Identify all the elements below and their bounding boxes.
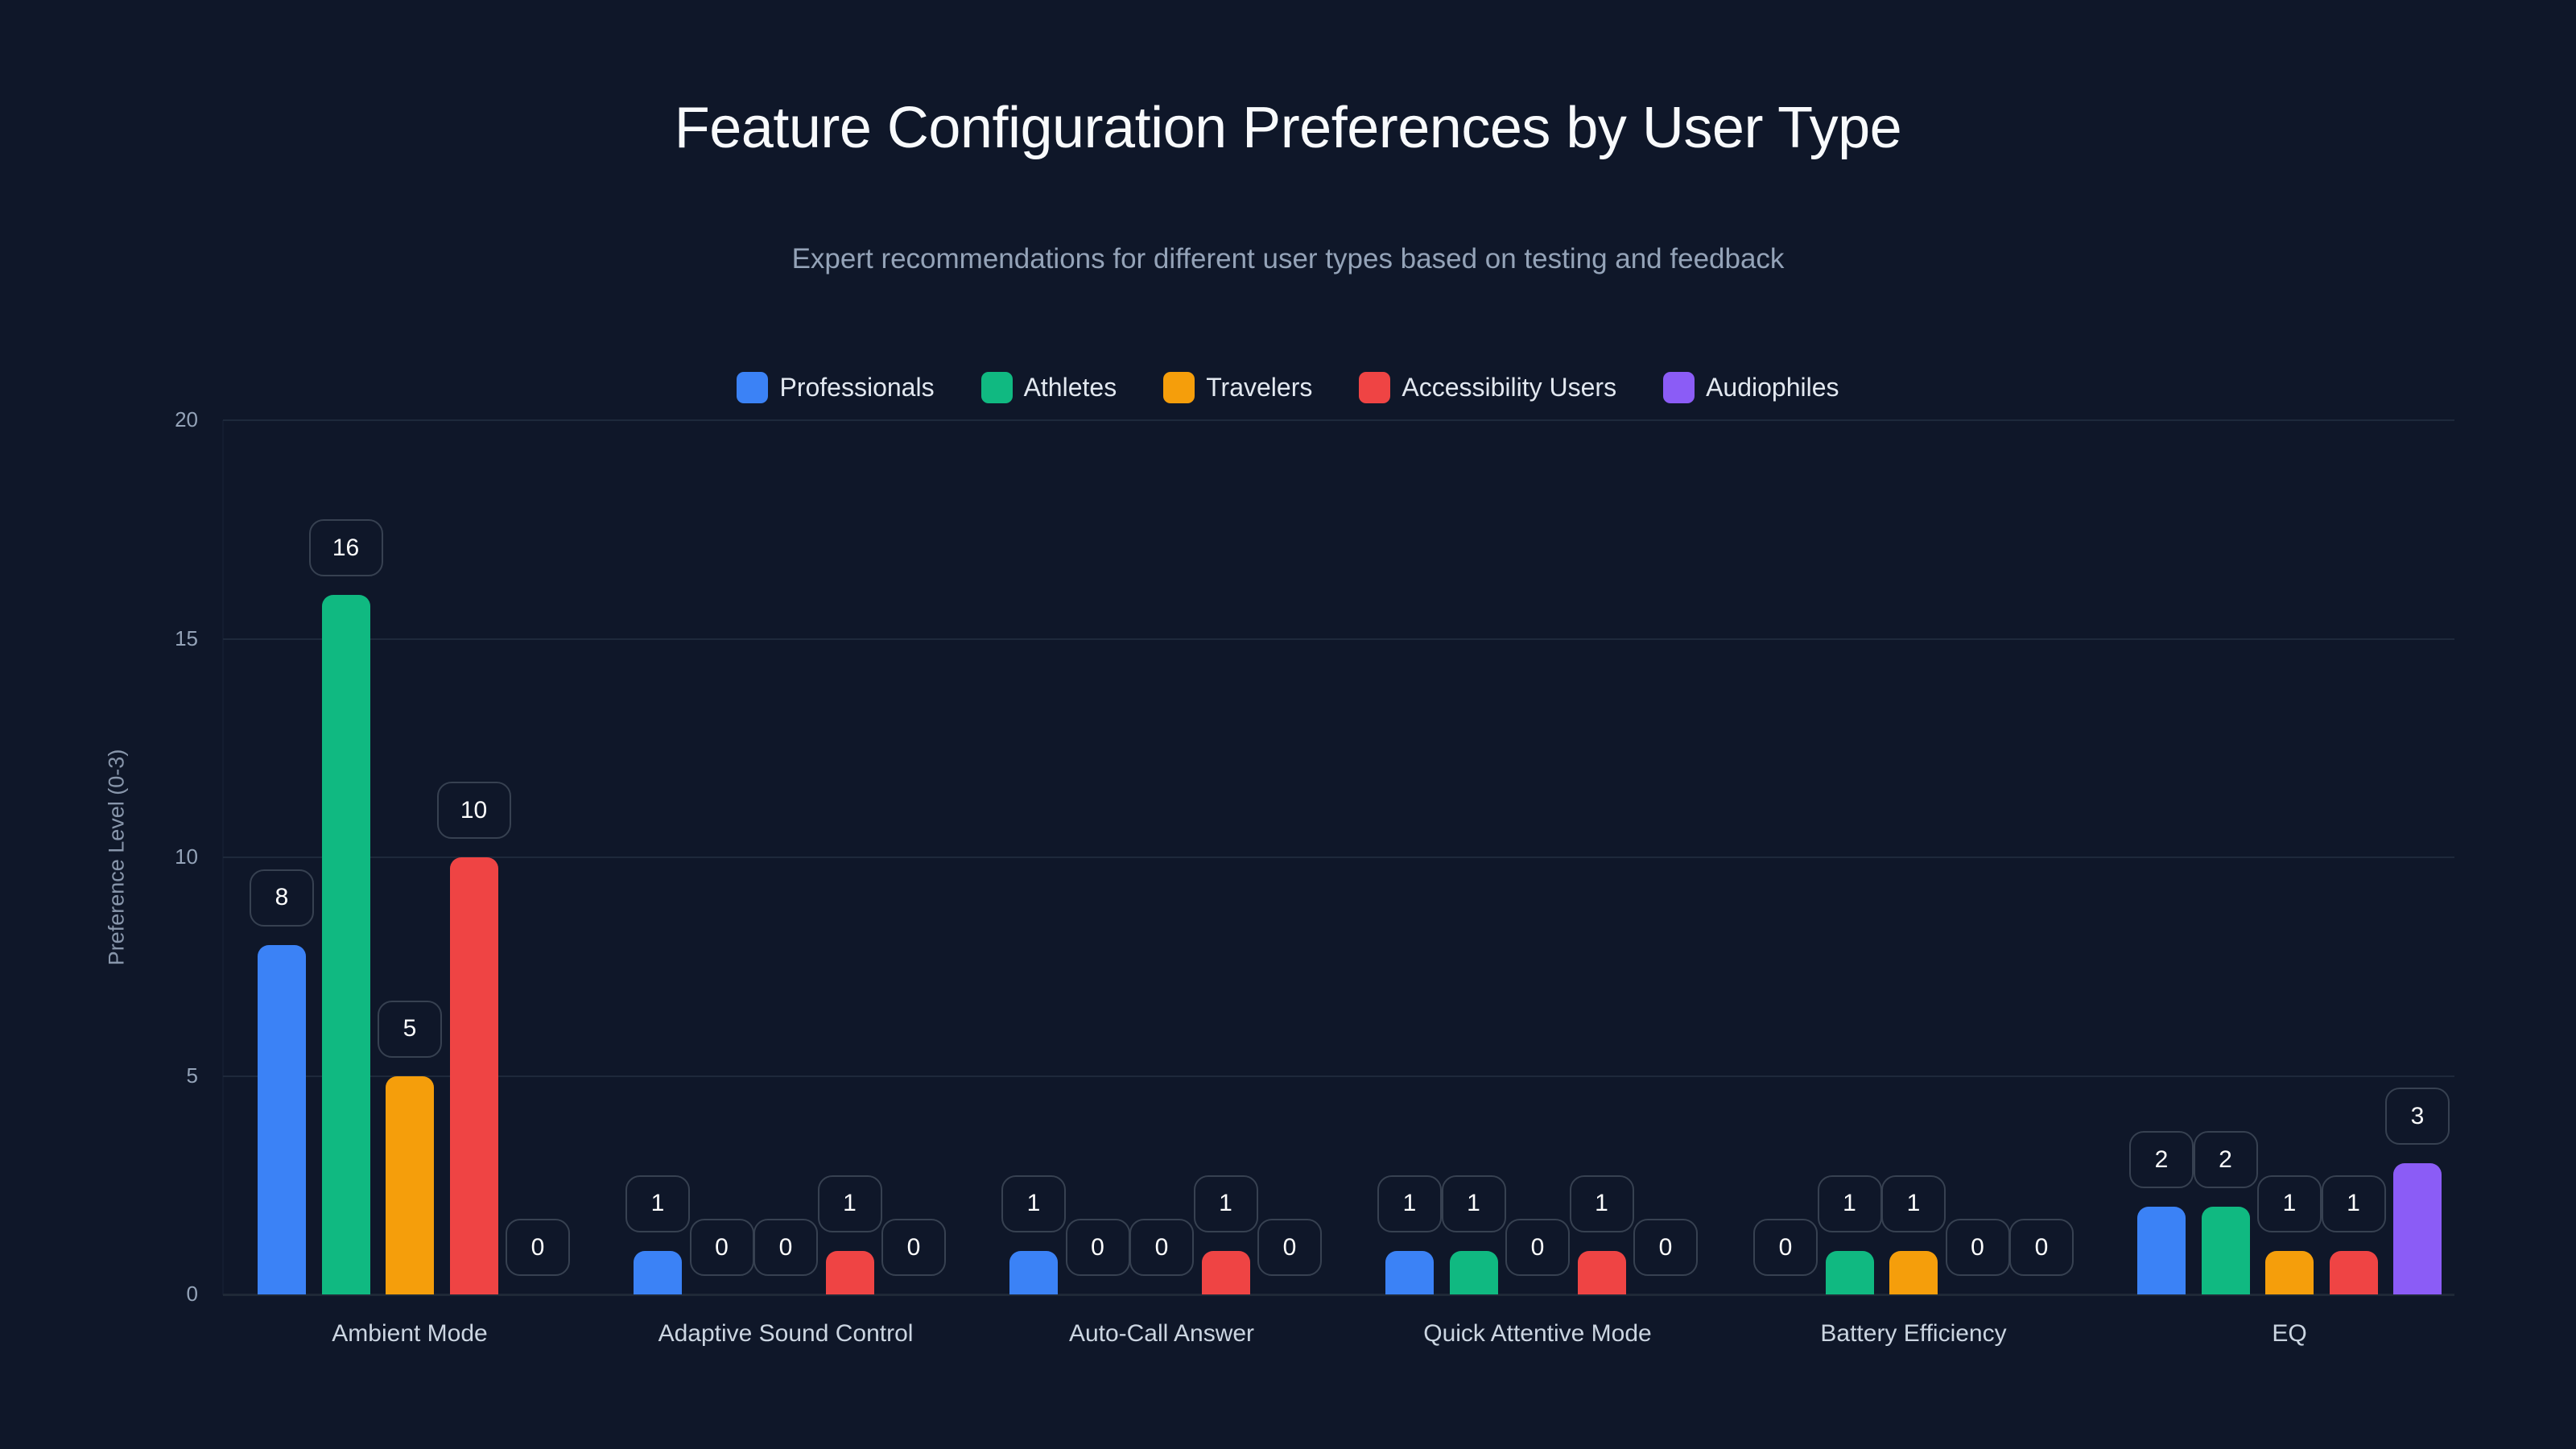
data-label: 1 — [2321, 1174, 2386, 1232]
x-tick-label: Auto-Call Answer — [1068, 1320, 1255, 1347]
data-label: 10 — [436, 782, 511, 839]
y-tick-label: 15 — [175, 625, 198, 650]
legend-item-professionals[interactable]: Professionals — [737, 372, 935, 403]
bar[interactable] — [2329, 1250, 2378, 1294]
data-label: 1 — [1001, 1174, 1066, 1232]
data-label: 1 — [817, 1174, 882, 1232]
data-label: 8 — [250, 869, 314, 927]
bar[interactable] — [386, 1075, 434, 1294]
legend-swatch-icon — [737, 372, 769, 403]
legend-label: Accessibility Users — [1402, 373, 1617, 402]
bar[interactable] — [449, 857, 498, 1294]
bar[interactable] — [1825, 1250, 1874, 1294]
bar[interactable] — [825, 1250, 874, 1294]
data-label: 0 — [689, 1219, 754, 1276]
data-label: 0 — [1945, 1219, 2010, 1276]
data-label: 0 — [506, 1219, 570, 1276]
data-label: 1 — [1817, 1174, 1882, 1232]
bar[interactable] — [321, 595, 370, 1294]
y-tick-label: 0 — [186, 1282, 198, 1306]
gridline — [223, 857, 2454, 858]
legend-label: Audiophiles — [1706, 373, 1839, 402]
data-label: 2 — [2193, 1131, 2258, 1189]
data-label: 5 — [378, 1000, 442, 1058]
data-label: 1 — [2257, 1174, 2322, 1232]
data-label: 1 — [1441, 1174, 1506, 1232]
x-tick-label: Battery Efficiency — [1820, 1320, 2007, 1347]
bar[interactable] — [2137, 1207, 2186, 1294]
data-label: 0 — [753, 1219, 818, 1276]
data-label: 0 — [1129, 1219, 1194, 1276]
legend-swatch-icon — [1359, 372, 1391, 403]
legend-swatch-icon — [980, 372, 1013, 403]
bar[interactable] — [2201, 1207, 2250, 1294]
legend: Professionals Athletes Travelers Accessi… — [0, 372, 2576, 403]
bar[interactable] — [634, 1250, 682, 1294]
legend-item-accessibility-users[interactable]: Accessibility Users — [1359, 372, 1616, 403]
data-label: 2 — [2129, 1131, 2194, 1189]
bar[interactable] — [2265, 1250, 2314, 1294]
data-label: 1 — [1377, 1174, 1442, 1232]
y-tick-label: 10 — [175, 844, 198, 869]
gridline — [223, 638, 2454, 640]
data-label: 0 — [1505, 1219, 1570, 1276]
data-label: 1 — [1193, 1174, 1258, 1232]
x-tick-label: EQ — [2272, 1320, 2307, 1347]
bar[interactable] — [1385, 1250, 1434, 1294]
data-label: 0 — [1753, 1219, 1818, 1276]
chart-title: Feature Configuration Preferences by Use… — [674, 96, 1902, 160]
gridline — [223, 419, 2454, 421]
data-label: 0 — [2009, 1219, 2074, 1276]
legend-label: Travelers — [1206, 373, 1313, 402]
data-label: 0 — [1065, 1219, 1130, 1276]
legend-label: Athletes — [1023, 373, 1117, 402]
data-label: 1 — [1881, 1174, 1946, 1232]
chart-subtitle: Expert recommendations for different use… — [791, 243, 1785, 275]
x-tick-label: Ambient Mode — [332, 1320, 488, 1347]
y-tick-label: 20 — [175, 407, 198, 431]
legend-swatch-icon — [1163, 372, 1195, 403]
legend-item-travelers[interactable]: Travelers — [1163, 372, 1312, 403]
x-tick-label: Adaptive Sound Control — [658, 1320, 914, 1347]
data-label: 0 — [1633, 1219, 1698, 1276]
bar[interactable] — [1201, 1250, 1250, 1294]
bar[interactable] — [258, 944, 306, 1294]
legend-swatch-icon — [1663, 372, 1695, 403]
legend-item-audiophiles[interactable]: Audiophiles — [1663, 372, 1839, 403]
data-label: 1 — [625, 1174, 690, 1232]
y-axis-title: Preference Level (0-3) — [104, 749, 129, 966]
legend-label: Professionals — [779, 373, 935, 402]
y-tick-label: 5 — [186, 1063, 198, 1088]
x-tick-label: Quick Attentive Mode — [1423, 1320, 1652, 1347]
legend-item-athletes[interactable]: Athletes — [980, 372, 1117, 403]
data-label: 1 — [1569, 1174, 1634, 1232]
data-label: 16 — [308, 519, 383, 577]
gridline — [223, 1075, 2454, 1077]
bar[interactable] — [1889, 1250, 1938, 1294]
bar[interactable] — [1009, 1250, 1058, 1294]
data-label: 0 — [881, 1219, 946, 1276]
data-label: 3 — [2385, 1088, 2450, 1146]
bar[interactable] — [1449, 1250, 1498, 1294]
bar[interactable] — [2393, 1163, 2442, 1294]
bar[interactable] — [1577, 1250, 1626, 1294]
x-axis-line — [223, 1294, 2454, 1296]
data-label: 0 — [1257, 1219, 1322, 1276]
